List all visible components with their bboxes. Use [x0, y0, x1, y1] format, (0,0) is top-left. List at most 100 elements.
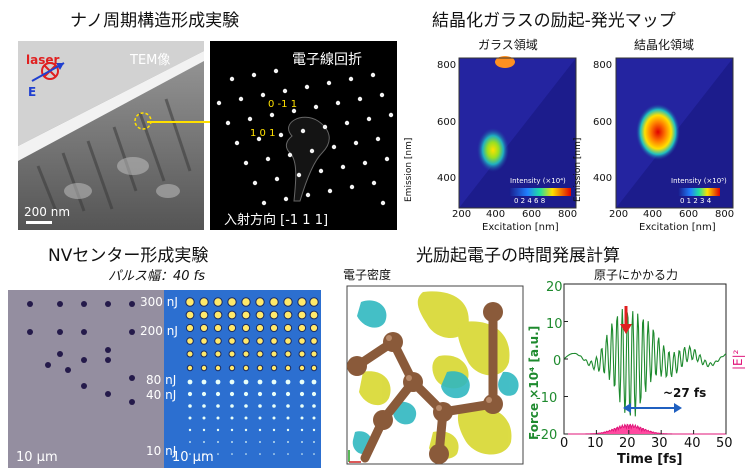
time-xtick-20: 20: [619, 436, 636, 451]
diffraction-spot: [287, 152, 293, 158]
nv-emission-dot: [270, 350, 278, 358]
diffraction-spot: [318, 168, 324, 174]
pulse-arrow-head: [620, 324, 632, 334]
nv-emission-dot: [257, 379, 263, 385]
diffraction-spot: [265, 156, 271, 162]
force-ylabel-wrap: Force ×10⁴ [a.u.]: [527, 300, 543, 450]
diffraction-spot: [251, 72, 257, 78]
nv-emission-dot: [213, 323, 223, 333]
force-series: [563, 308, 727, 417]
nv-emission-dot: [284, 337, 292, 345]
nv-emission-dot: [285, 379, 291, 385]
map-ylabel2-wrap: Emission [nm]: [573, 138, 587, 250]
nv-optical-dot: [129, 329, 135, 335]
diffraction-spot: [331, 144, 337, 150]
nv-emission-dot: [301, 441, 303, 443]
nv-emission-dot: [256, 364, 264, 372]
diffraction-spot: [384, 156, 390, 162]
nv-emission-dot: [214, 337, 222, 345]
nv-fluorescence-image: 10 μm: [164, 290, 321, 468]
nv-emission-dot: [188, 428, 192, 432]
diffraction-spot: [238, 96, 244, 102]
nv-emission-dot: [203, 453, 205, 455]
excitation-emission-maps: [458, 56, 734, 209]
nv-emission-dot: [269, 310, 279, 320]
nv-emission-dot: [299, 379, 305, 385]
map2-ytick-600: 600: [593, 117, 613, 128]
duration-arrow-left: [623, 403, 631, 413]
diffraction-spot: [282, 88, 288, 94]
diffraction-spot: [252, 180, 258, 186]
nv-optical-dot: [45, 362, 51, 368]
diffraction-spot: [370, 72, 376, 78]
nv-emission-dot: [200, 364, 208, 372]
nv-emission-dot: [310, 350, 318, 358]
diffraction-spot: [349, 184, 355, 190]
diffraction-image: 電子線回折 0 -1 1 1 0 1 入射方向 [-1 1 1]: [210, 41, 397, 230]
nv-emission-dot: [284, 350, 292, 358]
energy-200: 200 nJ: [140, 324, 178, 338]
nv-emission-dot: [241, 323, 251, 333]
time-xtick-10: 10: [587, 436, 604, 451]
diffraction-spot: [256, 136, 262, 142]
nv-optical-image: 10 μm: [8, 290, 164, 468]
glass-map: [458, 56, 577, 209]
nv-emission-dot: [199, 323, 209, 333]
nv-emission-dot: [216, 428, 220, 432]
nv-emission-dot: [258, 404, 262, 408]
nv-emission-dot: [301, 453, 303, 455]
diffraction-spot: [335, 100, 341, 106]
diffraction-spot: [375, 136, 381, 142]
time-xtick-40: 40: [684, 436, 701, 451]
map2-ytick-800: 800: [593, 60, 613, 71]
nv-emission-dot: [300, 428, 304, 432]
nv-emission-dot: [213, 310, 223, 320]
duration-arrow-right: [674, 403, 682, 413]
nv-emission-dot: [273, 441, 275, 443]
nv-emission-dot: [270, 337, 278, 345]
field-ylabel-wrap: |E|²: [731, 330, 745, 390]
nv-optical-dot: [129, 301, 135, 307]
diffraction-spot: [340, 164, 346, 170]
diffraction-spot: [379, 92, 385, 98]
nv-emission-dot: [188, 416, 192, 420]
nv-emission-dot: [283, 297, 293, 307]
nv-emission-dot: [313, 453, 315, 455]
diffraction-spot: [326, 80, 332, 86]
nv-emission-dot: [241, 297, 251, 307]
nv-emission-dot: [227, 297, 237, 307]
nv-emission-dot: [186, 337, 194, 345]
e-field-label: E: [28, 85, 37, 99]
nv-emission-dot: [202, 428, 206, 432]
nv-optical-dot: [129, 399, 135, 405]
nv-right-scale: 10 μm: [172, 450, 214, 465]
nv-emission-dot: [283, 310, 293, 320]
nv-optical-dot: [27, 329, 33, 335]
time-xtick-50: 50: [716, 436, 733, 451]
nv-emission-dot: [271, 379, 277, 385]
nv-emission-dot: [187, 391, 193, 397]
nv-optical-dot: [81, 383, 87, 389]
map-ylabel: Emission [nm]: [404, 137, 414, 202]
nv-emission-dot: [271, 391, 277, 397]
nv-emission-dot: [297, 323, 307, 333]
nv-emission-dot: [309, 297, 319, 307]
nv-emission-dot: [216, 416, 220, 420]
nv-emission-dot: [245, 453, 247, 455]
nv-emission-dot: [189, 453, 191, 455]
force-ytick-10: 10: [546, 317, 563, 332]
tem-image-graphic: [18, 41, 204, 230]
nv-emission-dot: [284, 364, 292, 372]
spot-label-b: 1 0 1: [250, 128, 276, 139]
nv-emission-dot: [231, 441, 233, 443]
nv-emission-dot: [312, 404, 316, 408]
diffraction-spot: [225, 120, 231, 126]
nv-emission-dot: [312, 428, 316, 432]
nv-optical-dot: [57, 329, 63, 335]
nv-emission-dot: [311, 379, 317, 385]
nv-emission-dot: [286, 416, 290, 420]
glass-cbar-title: Intensity (×10⁴): [510, 177, 566, 185]
nv-optical-dot: [65, 367, 71, 373]
cryst-map-title: 結晶化領域: [634, 38, 695, 52]
diffraction-spot: [357, 96, 363, 102]
